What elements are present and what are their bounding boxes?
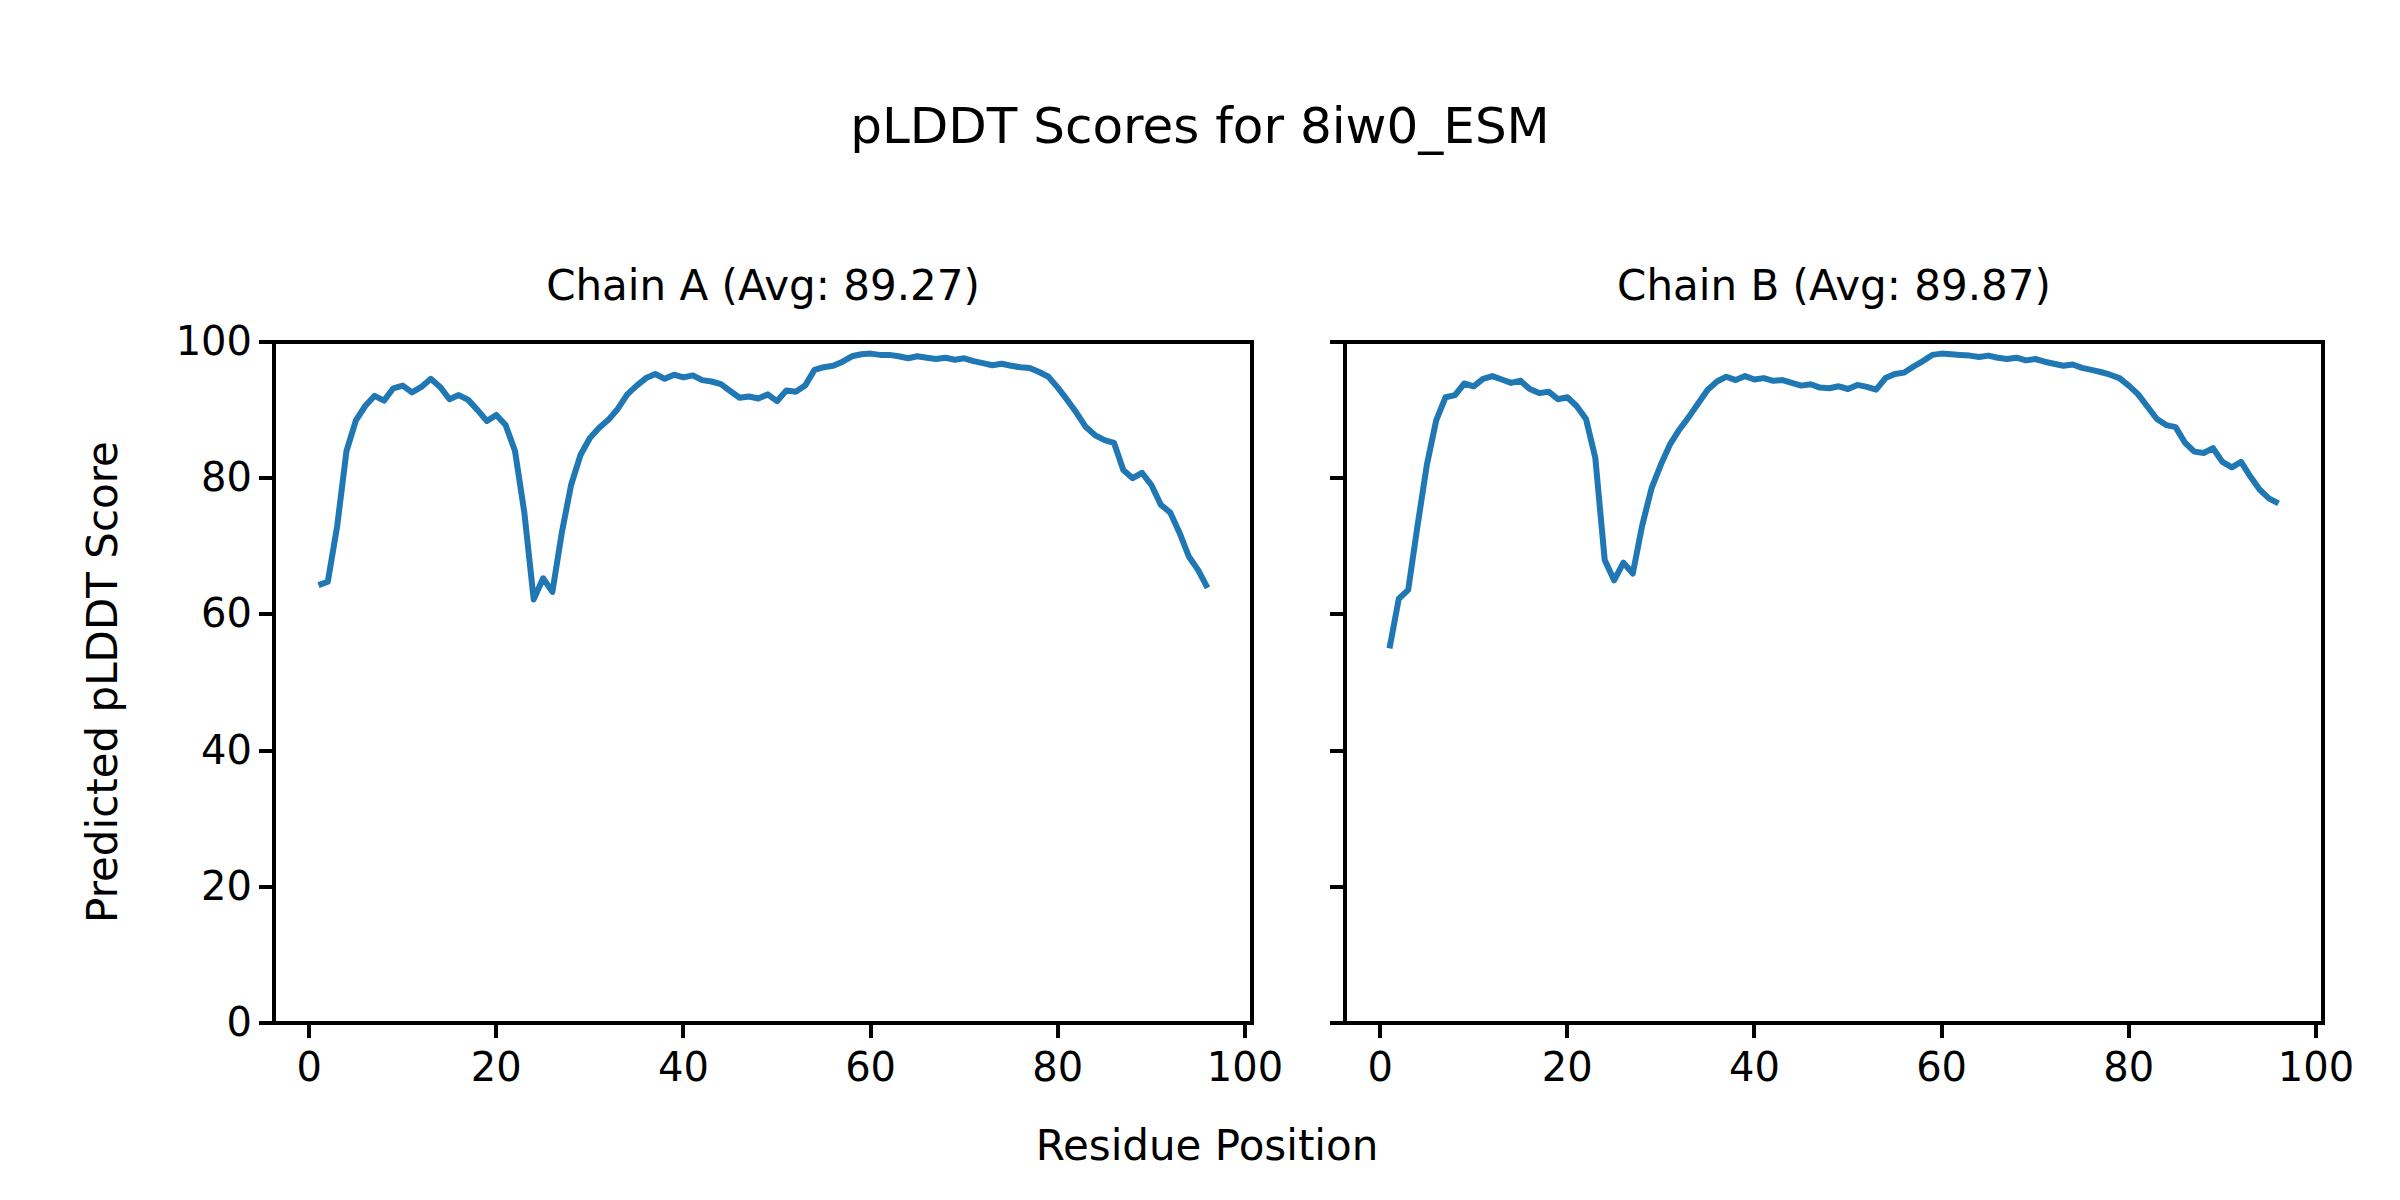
subplot-title-chain-b: Chain B (Avg: 89.87) [1345,262,2323,310]
x-tick-label: 20 [1497,1045,1637,1089]
y-tick-label: 40 [92,728,252,772]
x-tick-label: 0 [1310,1045,1450,1089]
y-tick-mark [259,340,274,344]
subplot-title-chain-a: Chain A (Avg: 89.27) [274,262,1252,310]
figure-title: pLDDT Scores for 8iw0_ESM [0,98,2400,154]
x-tick-label: 0 [239,1045,379,1089]
x-tick-mark [1243,1023,1247,1038]
x-tick-mark [2127,1023,2131,1038]
x-tick-mark [494,1023,498,1038]
y-tick-mark [1330,885,1345,889]
x-tick-label: 20 [426,1045,566,1089]
x-tick-mark [1565,1023,1569,1038]
plot-area-chain-b [1345,342,2323,1023]
y-tick-mark [1330,749,1345,753]
y-tick-mark [1330,476,1345,480]
x-tick-label: 80 [988,1045,1128,1089]
x-tick-label: 60 [801,1045,941,1089]
y-tick-label: 100 [92,319,252,363]
x-tick-label: 40 [1684,1045,1824,1089]
x-tick-label: 100 [2246,1045,2386,1089]
x-tick-mark [1752,1023,1756,1038]
x-tick-mark [307,1023,311,1038]
y-tick-label: 20 [92,864,252,908]
y-tick-mark [259,1021,274,1025]
y-tick-label: 60 [92,591,252,635]
x-tick-mark [869,1023,873,1038]
x-tick-mark [1940,1023,1944,1038]
y-tick-mark [259,476,274,480]
x-tick-label: 100 [1175,1045,1315,1089]
y-tick-label: 80 [92,455,252,499]
x-axis-label: Residue Position [0,1122,2400,1170]
x-tick-label: 40 [613,1045,753,1089]
plddt-line [1390,354,2279,649]
x-tick-mark [2314,1023,2318,1038]
x-tick-mark [1056,1023,1060,1038]
x-tick-mark [1378,1023,1382,1038]
y-tick-mark [1330,340,1345,344]
y-tick-mark [259,885,274,889]
y-tick-mark [259,749,274,753]
x-tick-label: 80 [2059,1045,2199,1089]
figure-canvas: { "figure": { "title": "pLDDT Scores for… [0,0,2400,1200]
y-tick-mark [259,612,274,616]
y-tick-mark [1330,1021,1345,1025]
subplot-chain-a: Chain A (Avg: 89.27) 0204060801000204060… [274,342,1252,1023]
x-tick-mark [681,1023,685,1038]
plot-area-chain-a [274,342,1252,1023]
x-tick-label: 60 [1872,1045,2012,1089]
y-axis-label: Predicted pLDDT Score [79,441,127,923]
subplot-chain-b: Chain B (Avg: 89.87) 020406080100 [1345,342,2323,1023]
y-tick-label: 0 [92,1000,252,1044]
y-tick-mark [1330,612,1345,616]
plddt-line [319,354,1208,600]
